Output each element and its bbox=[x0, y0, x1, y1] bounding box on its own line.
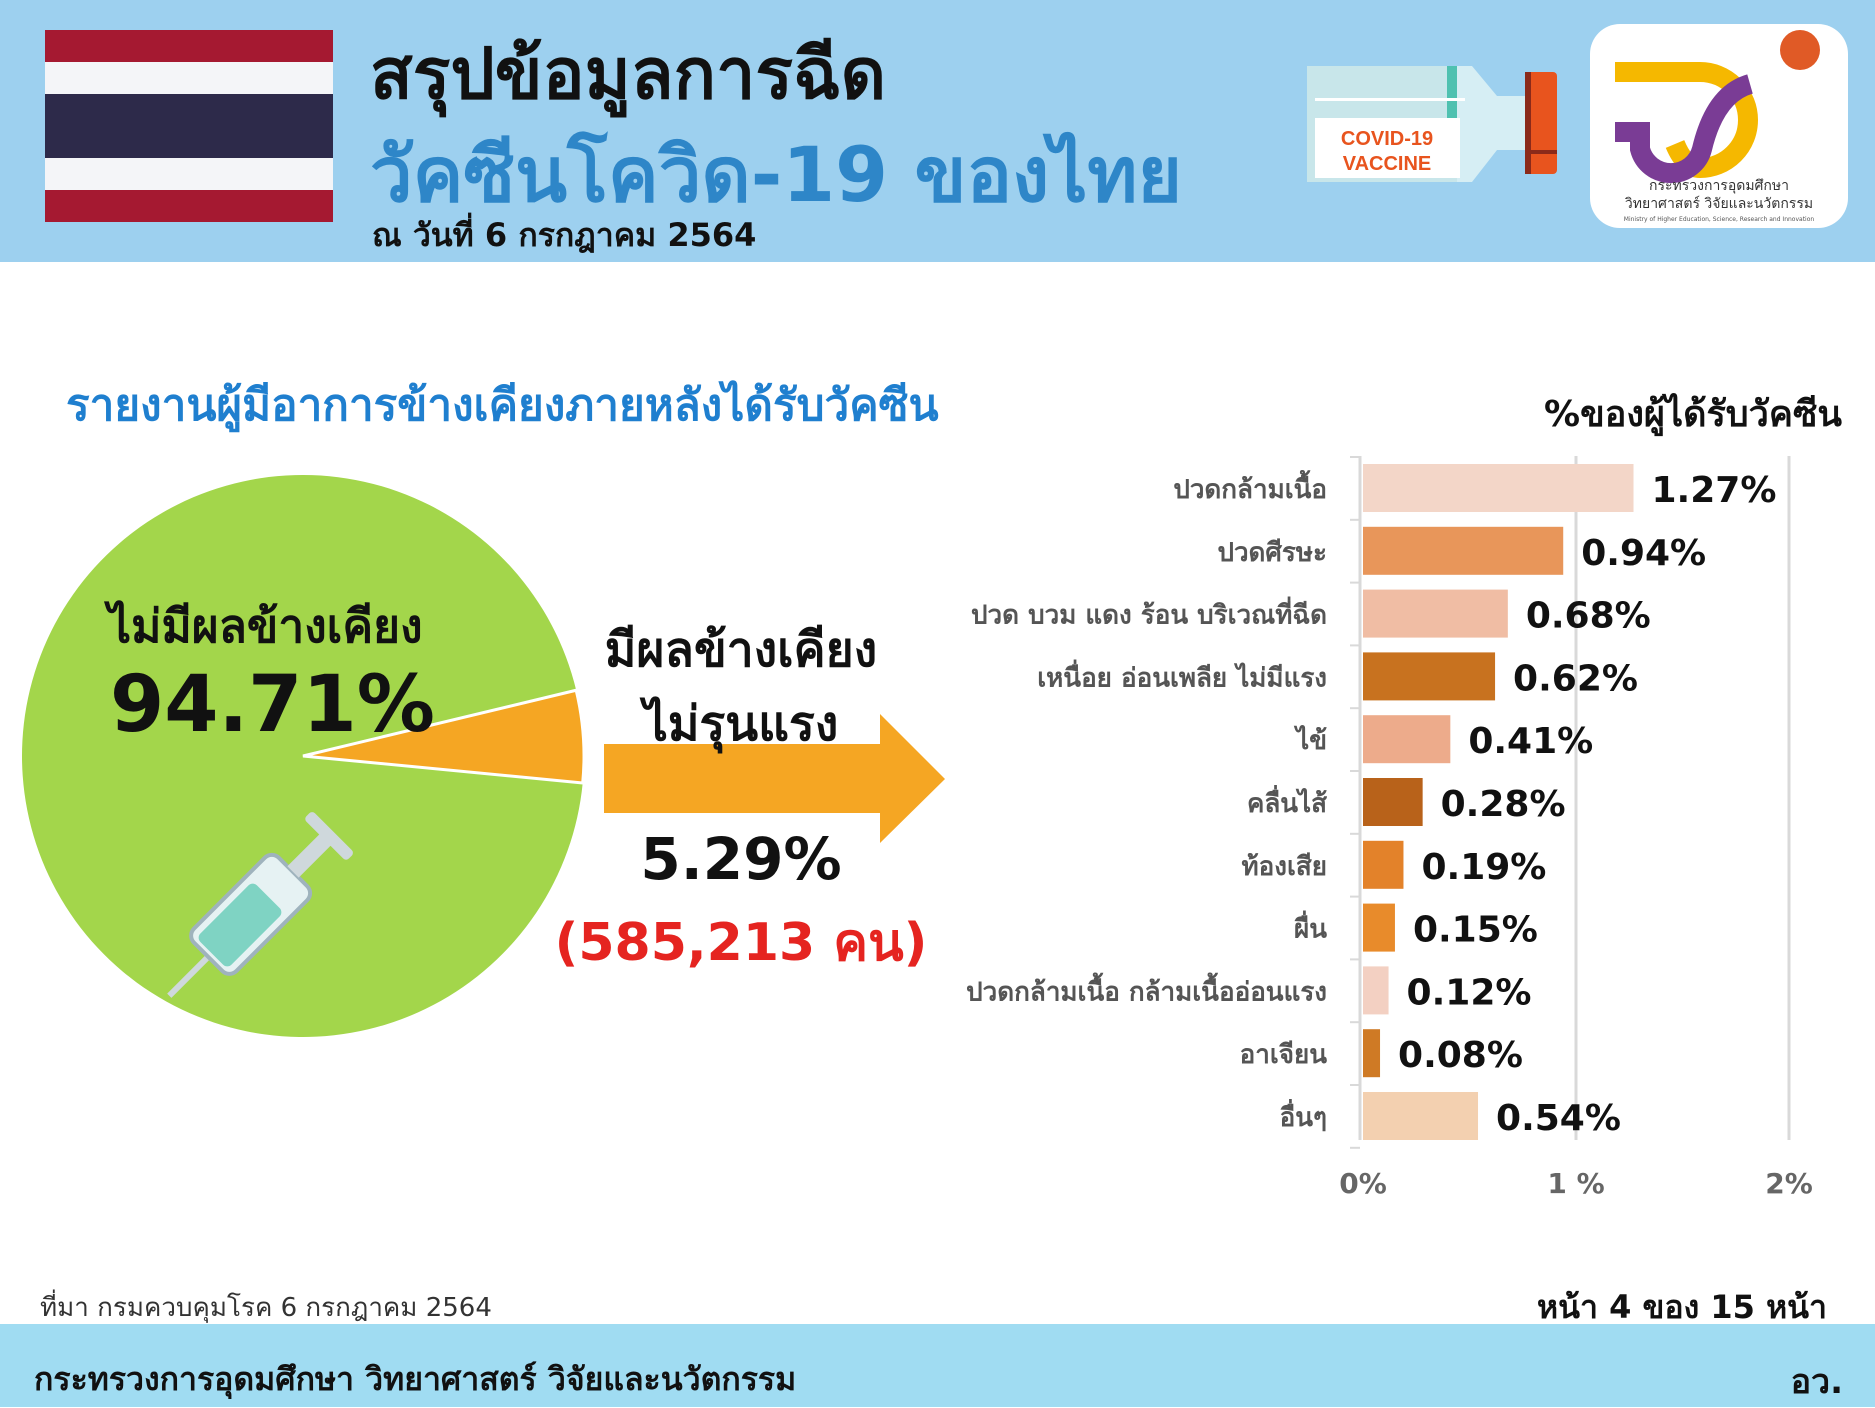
syringe-icon bbox=[167, 812, 353, 998]
data-label: 0.54% bbox=[1496, 1098, 1621, 1139]
side-effect-pie-chart bbox=[21, 474, 945, 1038]
category-label: ปวดกล้ามเนื้อ bbox=[1173, 469, 1327, 505]
category-label: ปวด บวม แดง ร้อน บริเวณที่ฉีด bbox=[971, 596, 1327, 631]
category-label: อื่นๆ bbox=[1280, 1098, 1327, 1133]
bar-chart-title: %ของผู้ได้รับวัคซีน bbox=[1544, 394, 1842, 435]
bar bbox=[1363, 903, 1395, 952]
pie-slice-effect bbox=[302, 688, 586, 785]
source-note: ที่มา กรมควบคุมโรค 6 กรกฎาคม 2564 bbox=[40, 1293, 492, 1323]
svg-text:กระทรวงการอุดมศึกษา: กระทรวงการอุดมศึกษา bbox=[1649, 178, 1789, 194]
ministry-name: กระทรวงการอุดมศึกษา วิทยาศาสตร์ วิจัยและ… bbox=[34, 1360, 797, 1398]
category-label: คลื่นไส้ bbox=[1247, 784, 1327, 819]
data-label: 0.15% bbox=[1413, 910, 1538, 951]
effect-label-line2: ไม่รุนแรง bbox=[643, 696, 839, 752]
report-date: ณ วันที่ 6 กรกฎาคม 2564 bbox=[372, 216, 757, 254]
data-label: 0.62% bbox=[1513, 658, 1638, 699]
effect-label-line1: มีผลข้างเคียง bbox=[604, 622, 878, 678]
category-label: ท้องเสีย bbox=[1242, 852, 1327, 882]
no-effect-value: 94.71% bbox=[110, 660, 435, 750]
title-line1: สรุปข้อมูลการฉีด bbox=[370, 33, 887, 115]
ministry-logo: กระทรวงการอุดมศึกษา วิทยาศาสตร์ วิจัยและ… bbox=[1590, 24, 1848, 228]
data-label: 0.28% bbox=[1441, 784, 1566, 825]
bar bbox=[1363, 589, 1508, 638]
thai-flag-icon bbox=[45, 30, 333, 222]
title-line2: วัคซีนโควิด-19 ของไทย bbox=[370, 130, 1183, 219]
x-tick-label: 1 % bbox=[1547, 1167, 1604, 1200]
bar bbox=[1363, 715, 1451, 764]
data-label: 0.12% bbox=[1407, 972, 1532, 1013]
category-label: เหนื่อย อ่อนเพลีย ไม่มีแรง bbox=[1037, 658, 1327, 693]
bar bbox=[1363, 778, 1423, 826]
svg-text:Ministry of Higher Education,: Ministry of Higher Education, Science, R… bbox=[1624, 216, 1815, 223]
category-label: ผื่น bbox=[1294, 910, 1327, 945]
category-label: ไข้ bbox=[1293, 724, 1327, 756]
x-tick-label: 2% bbox=[1765, 1167, 1813, 1200]
bar bbox=[1363, 1029, 1381, 1078]
data-label: 0.19% bbox=[1421, 847, 1546, 888]
pie-slice-no-effect bbox=[21, 474, 583, 1038]
footer-banner bbox=[0, 1324, 1875, 1407]
bar bbox=[1363, 652, 1496, 701]
x-tick-label: 0% bbox=[1339, 1167, 1387, 1200]
section-title: รายงานผู้มีอาการข้างเคียงภายหลังได้รับวั… bbox=[66, 380, 939, 431]
vaccine-vial-icon: COVID-19 VACCINE bbox=[1307, 66, 1557, 182]
effect-count: (585,213 คน) bbox=[554, 913, 928, 973]
no-effect-label: ไม่มีผลข้างเคียง bbox=[108, 599, 423, 653]
svg-text:วิทยาศาสตร์ วิจัยและนวัตกรรม: วิทยาศาสตร์ วิจัยและนวัตกรรม bbox=[1625, 195, 1813, 212]
bar bbox=[1363, 526, 1564, 575]
bar bbox=[1363, 1092, 1479, 1140]
category-label: อาเจียน bbox=[1240, 1040, 1328, 1070]
data-label: 1.27% bbox=[1652, 470, 1777, 511]
ministry-abbrev: อว. bbox=[1790, 1362, 1843, 1402]
bar bbox=[1363, 840, 1404, 889]
page-indicator: หน้า 4 ของ 15 หน้า bbox=[1537, 1288, 1827, 1326]
data-label: 0.94% bbox=[1581, 533, 1706, 574]
arrow-icon bbox=[604, 714, 945, 843]
bar bbox=[1363, 464, 1634, 512]
svg-text:VACCINE: VACCINE bbox=[1343, 153, 1432, 175]
data-label: 0.68% bbox=[1526, 596, 1651, 637]
data-label: 0.41% bbox=[1468, 721, 1593, 762]
category-label: ปวดศีรษะ bbox=[1217, 538, 1327, 568]
effect-value: 5.29% bbox=[640, 825, 842, 893]
side-effect-bar-chart: 0% 1 % 2% ปวดกล้ามเนื้อ 1.27% ปวดศีรษะ 0.94% ปว… bbox=[966, 456, 1813, 1200]
data-label: 0.08% bbox=[1398, 1035, 1523, 1076]
bar bbox=[1363, 966, 1389, 1015]
svg-text:COVID-19: COVID-19 bbox=[1341, 128, 1433, 150]
category-label: ปวดกล้ามเนื้อ กล้ามเนื้ออ่อนแรง bbox=[966, 971, 1327, 1007]
